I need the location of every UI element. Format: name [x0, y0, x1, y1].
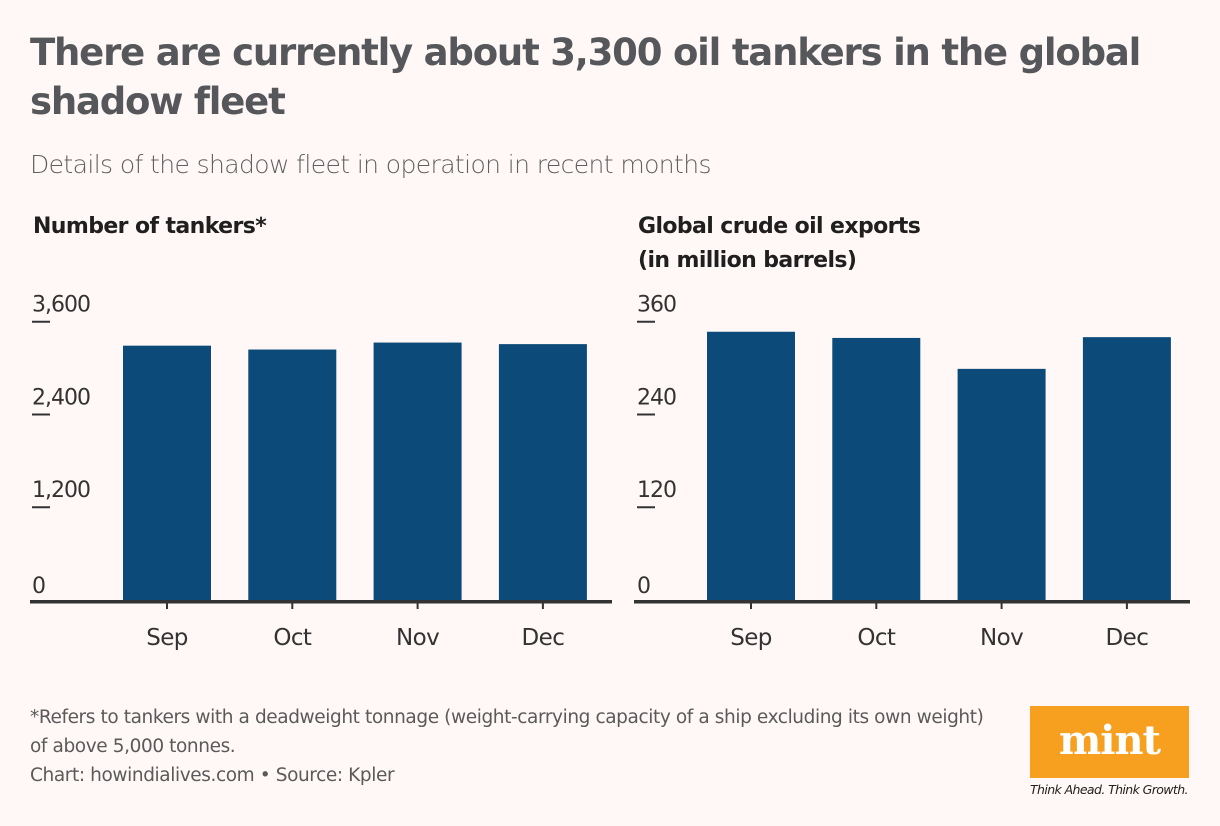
bar-nov — [957, 368, 1046, 600]
bar-sep — [123, 345, 211, 600]
bar-oct — [832, 337, 921, 600]
y-tick-label: 3,600 — [32, 293, 90, 318]
chart-exports: 0 120 240 360 Sep Oct Nov Dec — [634, 293, 1190, 651]
bar-dec — [498, 344, 587, 600]
x-tick-label: Sep — [146, 625, 188, 651]
x-tick-label: Dec — [522, 625, 565, 651]
bar-nov — [373, 342, 462, 600]
x-tick-label: Nov — [980, 625, 1023, 651]
x-tick-label: Dec — [1106, 625, 1149, 651]
mint-logo: mint — [1030, 706, 1189, 778]
bar-dec — [1082, 337, 1171, 600]
x-tick-label: Oct — [857, 625, 896, 651]
chart-title: There are currently about 3,300 oil tank… — [30, 31, 1141, 123]
y-tick-label: 240 — [637, 385, 676, 410]
panel-title-tankers: Number of tankers* — [33, 214, 267, 239]
footnote: *Refers to tankers with a deadweight ton… — [30, 707, 984, 757]
y-tick-label: 360 — [637, 293, 676, 318]
bar-sep — [707, 331, 795, 600]
chart-subtitle: Details of the shadow fleet in operation… — [30, 150, 711, 179]
x-tick-label: Sep — [730, 625, 772, 651]
y-tick-label: 2,400 — [32, 385, 90, 410]
y-tick-label: 0 — [637, 574, 650, 599]
x-tick-label: Nov — [396, 625, 439, 651]
x-axis-line — [30, 600, 612, 604]
panel-title-exports-line1: Global crude oil exports — [638, 214, 921, 239]
x-tick-label: Oct — [273, 625, 312, 651]
x-axis-line — [634, 600, 1190, 604]
logo-tagline: Think Ahead. Think Growth. — [1030, 782, 1189, 797]
logo-text: mint — [1058, 716, 1161, 764]
source-line: Chart: howindialives.com • Source: Kpler — [30, 765, 395, 786]
panel-title-exports-line2: (in million barrels) — [638, 248, 857, 273]
bar-oct — [248, 349, 337, 600]
panel-title-exports: Global crude oil exports (in million bar… — [638, 210, 921, 278]
y-tick-label: 120 — [637, 478, 676, 503]
chart-tankers: 0 1,200 2,400 3,600 Sep Oct Nov Dec — [30, 293, 612, 651]
y-tick-label: 0 — [32, 574, 45, 599]
y-tick-label: 1,200 — [32, 478, 90, 503]
